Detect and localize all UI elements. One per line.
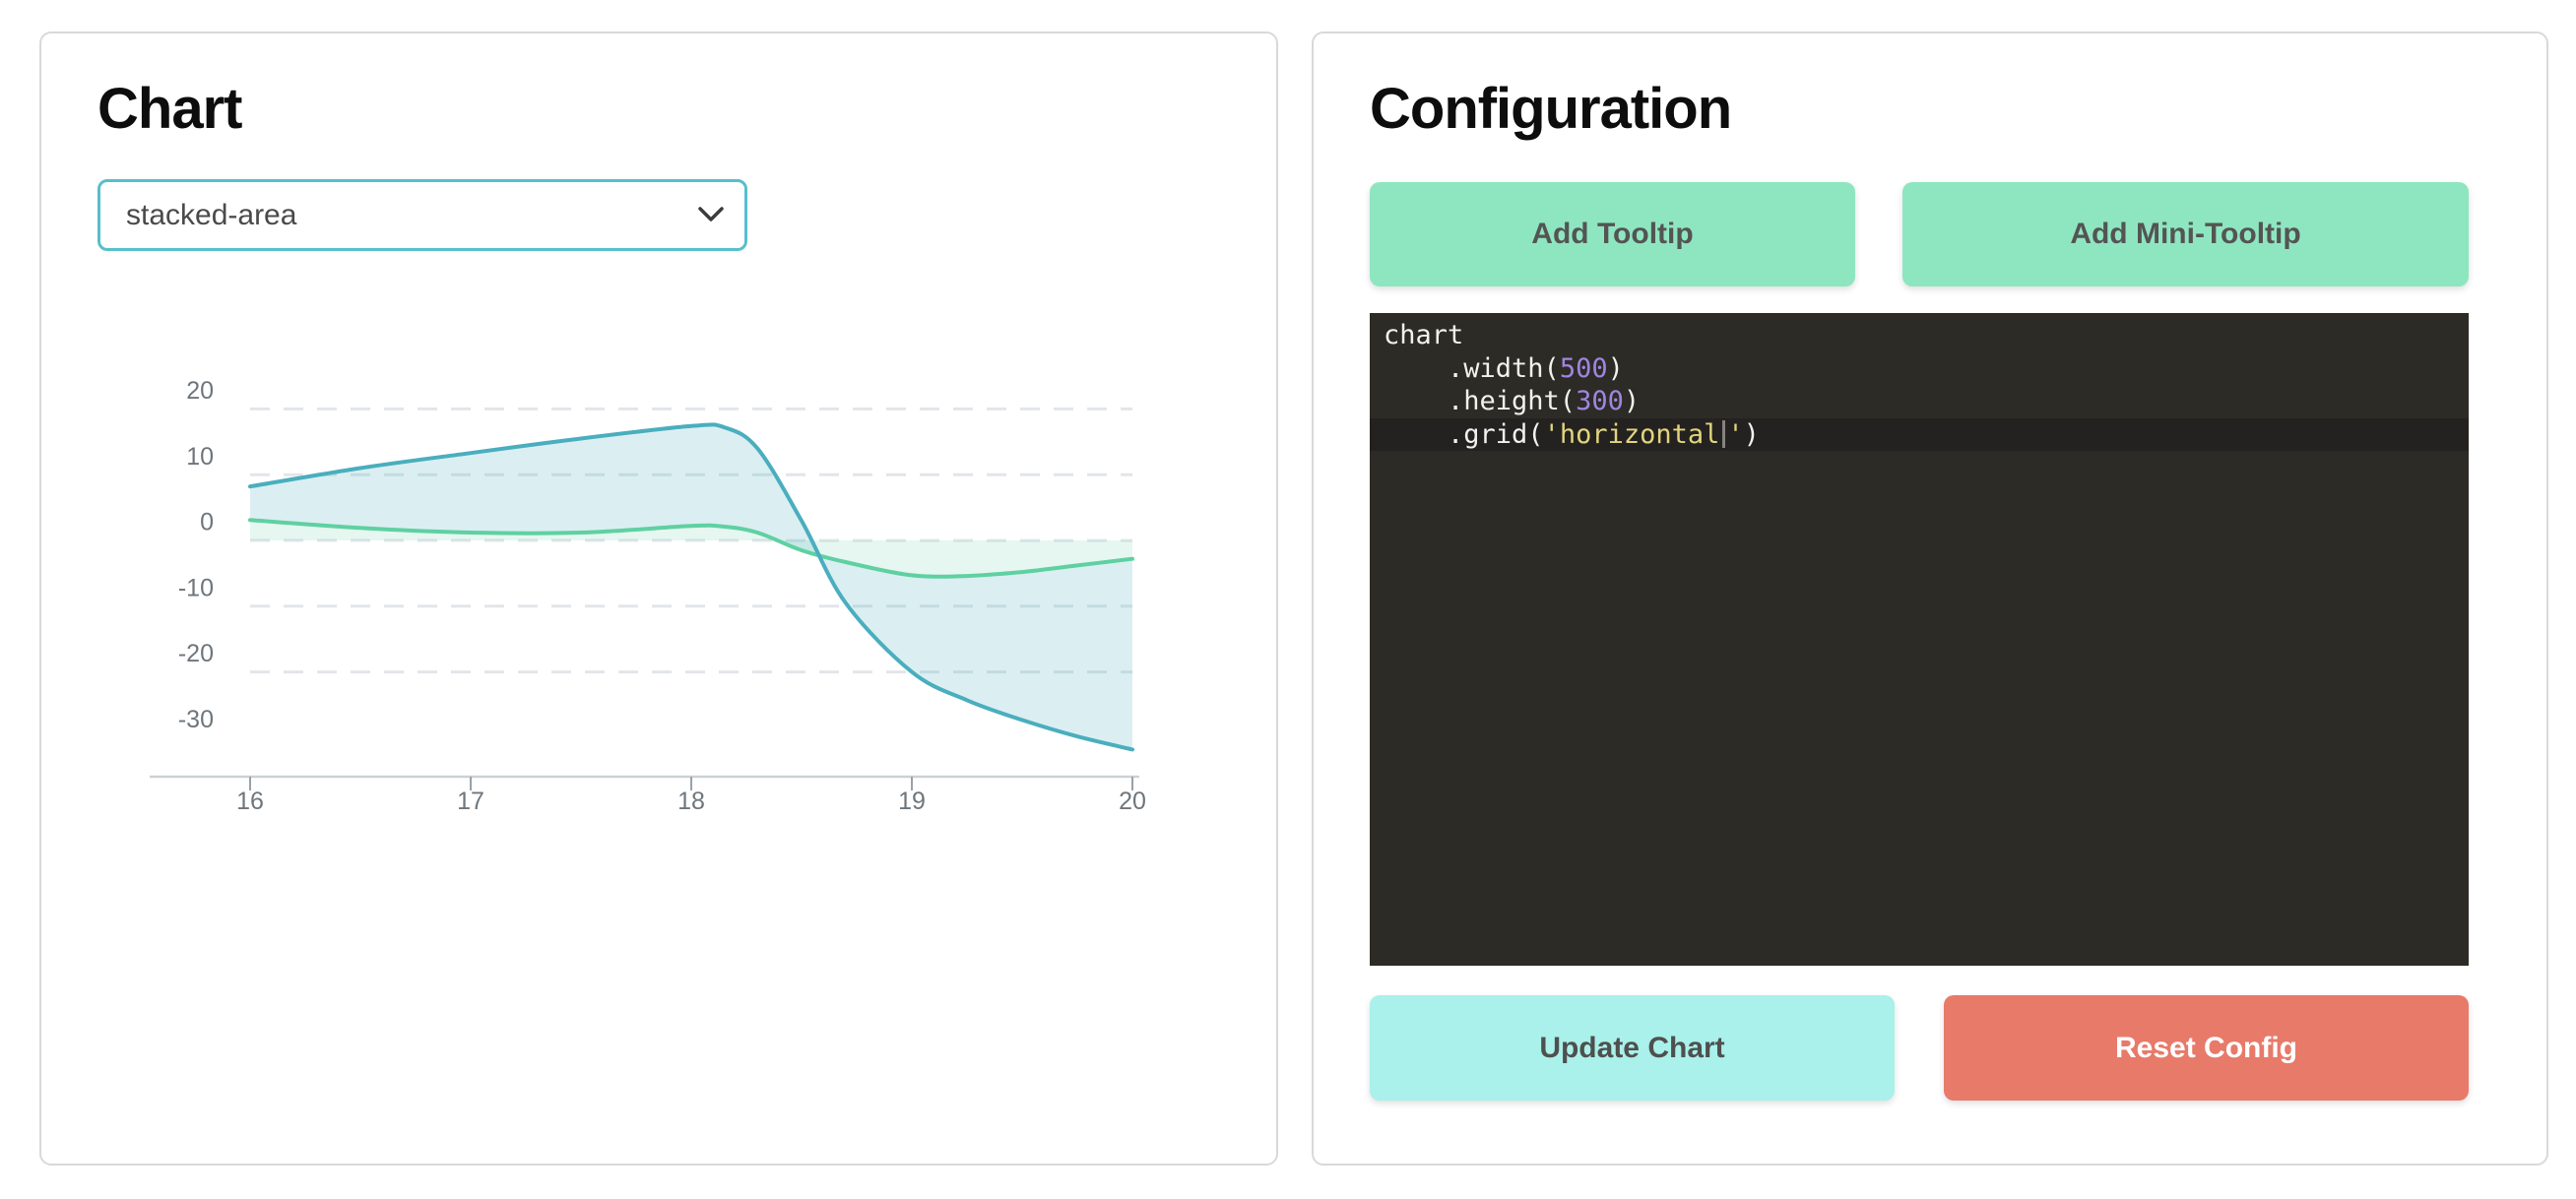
line-series-2	[248, 422, 1134, 752]
line-series-1	[248, 518, 1134, 579]
code-line[interactable]: .height(300)	[1370, 385, 2469, 418]
tooltip-buttons-row: Add Tooltip Add Mini-Tooltip	[1370, 182, 2469, 286]
update-chart-button[interactable]: Update Chart	[1370, 995, 1895, 1101]
y-axis-tick-label: 0	[200, 509, 214, 536]
x-axis-tick-label: 20	[1119, 788, 1146, 815]
chart-type-select[interactable]: stacked-area	[97, 179, 747, 251]
code-token-plain: .height(	[1384, 386, 1577, 416]
code-token-number: 500	[1559, 352, 1608, 384]
code-editor[interactable]: chart .width(500) .height(300) .grid('ho…	[1370, 313, 2469, 966]
stacked-area-chart-svg: 16 17 18 19 20 20 10 0 -10 -20 -30	[150, 377, 1146, 815]
code-token-string: '	[1727, 418, 1744, 450]
action-buttons-row: Update Chart Reset Config	[1370, 995, 2469, 1101]
y-axis-tick-label: -10	[178, 574, 214, 601]
code-token-plain: chart	[1384, 320, 1464, 350]
y-axis-tick-label: -20	[178, 640, 214, 667]
code-line[interactable]: .width(500)	[1370, 352, 2469, 386]
add-tooltip-button[interactable]: Add Tooltip	[1370, 182, 1855, 286]
code-token-string: 'horizontal	[1543, 418, 1720, 450]
x-axis-tick-label: 19	[898, 788, 926, 815]
code-line-active[interactable]: .grid('horizontal ')	[1370, 417, 2469, 451]
code-token-plain: .grid(	[1384, 418, 1544, 450]
text-cursor	[1722, 419, 1726, 448]
configuration-panel: Configuration Add Tooltip Add Mini-Toolt…	[1312, 32, 2548, 1166]
area-series-2	[250, 424, 1132, 750]
y-axis-tick-label: 20	[186, 377, 214, 405]
x-axis-tick-label: 17	[457, 788, 484, 815]
code-token-number: 300	[1576, 386, 1624, 416]
x-axis-tick-label: 18	[677, 788, 705, 815]
configuration-panel-title: Configuration	[1370, 77, 1732, 141]
y-axis-tick-label: 10	[186, 443, 214, 471]
code-token-plain: )	[1743, 418, 1760, 450]
add-mini-tooltip-button[interactable]: Add Mini-Tooltip	[1902, 182, 2469, 286]
y-axis-tick-label: -30	[178, 706, 214, 733]
stacked-area-chart[interactable]: 16 17 18 19 20 20 10 0 -10 -20 -30	[97, 347, 1220, 853]
code-token-plain: )	[1607, 352, 1624, 384]
chart-panel: Chart stacked-area 16 17 18 19 20 20 10 0 -10 -20…	[39, 32, 1278, 1166]
chart-panel-title: Chart	[97, 77, 242, 141]
code-token-plain: )	[1623, 386, 1641, 416]
x-axis-tick-label: 16	[236, 788, 264, 815]
chart-type-select-wrap: stacked-area	[97, 179, 747, 251]
reset-config-button[interactable]: Reset Config	[1944, 995, 2469, 1101]
code-token-plain: .width(	[1384, 352, 1560, 384]
code-line[interactable]: chart	[1370, 319, 2469, 352]
